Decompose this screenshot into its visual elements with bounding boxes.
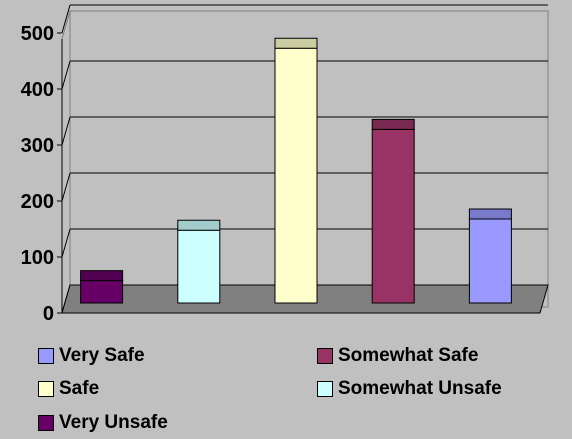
- bar-very-safe: [468, 208, 512, 304]
- gridline-side: [61, 60, 71, 90]
- chart-bars: [80, 37, 512, 304]
- bar-safe: [274, 37, 318, 304]
- y-tick-label: 100: [21, 247, 54, 269]
- y-tick-label: 0: [43, 303, 54, 325]
- bar-front: [371, 128, 415, 304]
- gridline-side: [61, 172, 71, 202]
- gridline-side: [61, 116, 71, 146]
- bar-front: [177, 229, 221, 304]
- bar-front: [274, 47, 318, 304]
- bar-somewhat-unsafe: [177, 219, 221, 304]
- bar-top: [371, 118, 415, 130]
- bar-somewhat-safe: [371, 118, 415, 304]
- bar-top: [274, 37, 318, 49]
- side-wall: [61, 10, 71, 314]
- gridline-side: [61, 228, 71, 258]
- y-tick-label: 300: [21, 135, 54, 157]
- y-tick-label: 400: [21, 79, 54, 101]
- bar-top: [177, 219, 221, 231]
- bar-top: [468, 208, 512, 220]
- y-tick-label: 500: [21, 23, 54, 45]
- y-axis-ticks: 0 100 200 300 400 500: [21, 23, 62, 325]
- bar-very-unsafe: [80, 270, 124, 304]
- gridline-side: [61, 4, 71, 34]
- bar-front: [80, 280, 124, 304]
- bar-top: [80, 270, 124, 282]
- bar-front: [468, 218, 512, 304]
- y-tick-label: 200: [21, 191, 54, 213]
